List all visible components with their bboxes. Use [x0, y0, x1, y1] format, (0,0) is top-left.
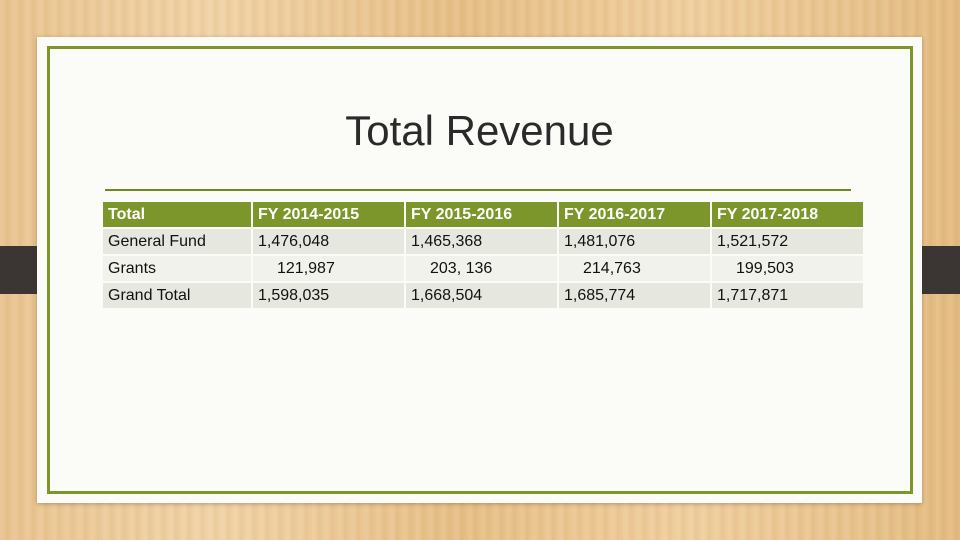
header-cell-fy2016: FY 2016-2017	[559, 202, 710, 227]
table-cell: 199,503	[712, 256, 863, 281]
table-cell: 121,987	[253, 256, 404, 281]
title-underline	[105, 189, 851, 191]
header-cell-fy2017: FY 2017-2018	[712, 202, 863, 227]
table-header-row: Total FY 2014-2015 FY 2015-2016 FY 2016-…	[103, 202, 863, 227]
table-cell: 203, 136	[406, 256, 557, 281]
table-cell: 214,763	[559, 256, 710, 281]
table-row: Grants 121,987 203, 136 214,763 199,503	[103, 256, 863, 281]
slide: Total Revenue Total FY 2014-2015 FY 2015…	[37, 37, 922, 503]
row-label: Grand Total	[103, 283, 251, 308]
table-cell: 1,598,035	[253, 283, 404, 308]
slide-title: Total Revenue	[345, 107, 614, 154]
table-cell: 1,685,774	[559, 283, 710, 308]
table-cell: 1,481,076	[559, 229, 710, 254]
header-cell-fy2015: FY 2015-2016	[406, 202, 557, 227]
slide-border	[47, 46, 913, 494]
header-cell-total: Total	[103, 202, 251, 227]
table-cell: 1,476,048	[253, 229, 404, 254]
table-cell: 1,465,368	[406, 229, 557, 254]
table-cell: 1,668,504	[406, 283, 557, 308]
table-row: Grand Total 1,598,035 1,668,504 1,685,77…	[103, 283, 863, 308]
revenue-table: Total FY 2014-2015 FY 2015-2016 FY 2016-…	[101, 200, 865, 310]
row-label: General Fund	[103, 229, 251, 254]
table-cell: 1,717,871	[712, 283, 863, 308]
header-cell-fy2014: FY 2014-2015	[253, 202, 404, 227]
row-label: Grants	[103, 256, 251, 281]
table-cell: 1,521,572	[712, 229, 863, 254]
table-row: General Fund 1,476,048 1,465,368 1,481,0…	[103, 229, 863, 254]
